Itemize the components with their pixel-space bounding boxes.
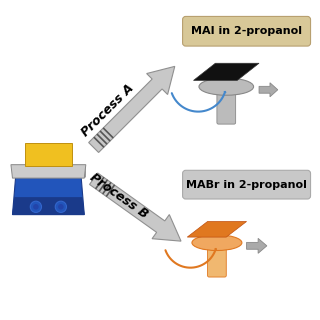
Circle shape: [58, 204, 64, 210]
Text: MAI in 2-propanol: MAI in 2-propanol: [191, 26, 302, 36]
Polygon shape: [11, 165, 86, 178]
Text: Process B: Process B: [87, 171, 150, 221]
Circle shape: [55, 201, 67, 212]
Ellipse shape: [199, 78, 253, 95]
Polygon shape: [247, 238, 267, 253]
Text: MABr in 2-propanol: MABr in 2-propanol: [186, 180, 307, 190]
FancyBboxPatch shape: [183, 170, 310, 199]
Polygon shape: [187, 221, 247, 237]
Ellipse shape: [192, 235, 242, 251]
Text: Process A: Process A: [79, 81, 136, 139]
Polygon shape: [90, 173, 181, 241]
FancyBboxPatch shape: [217, 93, 236, 124]
Polygon shape: [259, 83, 278, 97]
FancyBboxPatch shape: [208, 247, 226, 277]
Polygon shape: [194, 63, 259, 80]
Polygon shape: [12, 177, 84, 215]
FancyBboxPatch shape: [183, 16, 310, 46]
Polygon shape: [89, 66, 175, 153]
Circle shape: [30, 201, 42, 212]
Polygon shape: [12, 197, 84, 215]
Polygon shape: [25, 143, 72, 166]
Polygon shape: [84, 165, 86, 178]
Circle shape: [33, 204, 39, 210]
